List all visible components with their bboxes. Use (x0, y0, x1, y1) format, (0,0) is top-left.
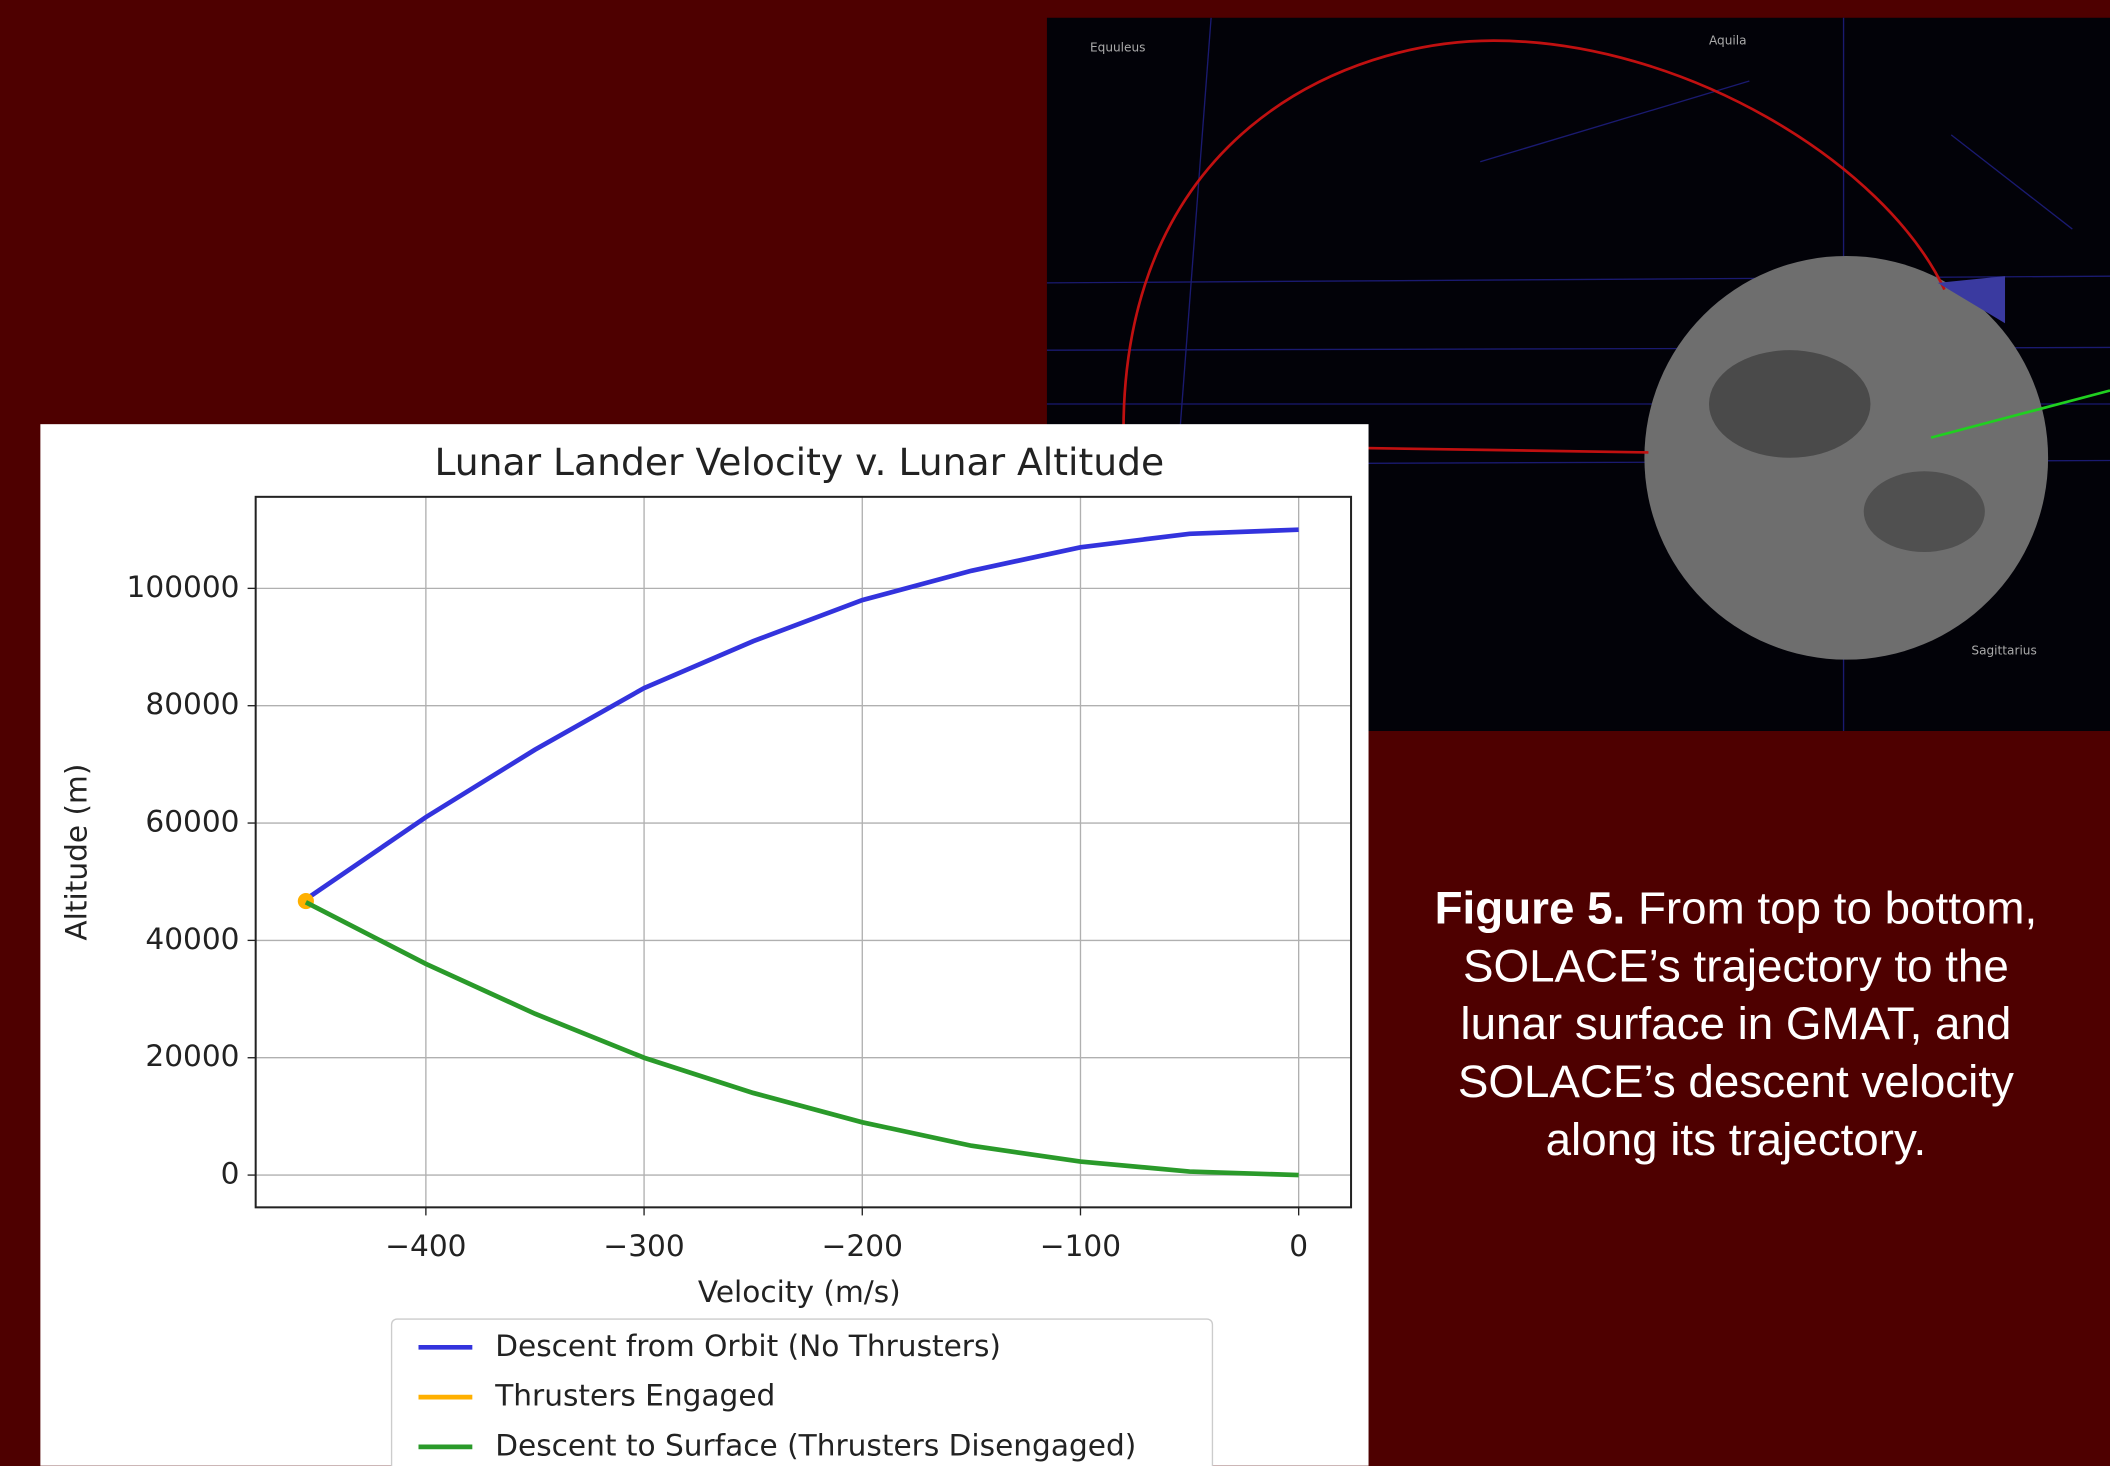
x-tick-label: 0 (1289, 1229, 1308, 1263)
moon-mare (1709, 350, 1870, 458)
moon-mare (1864, 471, 1985, 552)
legend-label: Thrusters Engaged (494, 1379, 775, 1413)
caption-line: Figure 5. From top to bottom, (1435, 882, 2038, 933)
caption-text: From top to bottom, (1638, 882, 2037, 933)
caption-line: lunar surface in GMAT, and (1460, 998, 2011, 1049)
chart-panel (40, 424, 1368, 1466)
y-tick-label: 80000 (145, 687, 239, 721)
chart-title: Lunar Lander Velocity v. Lunar Altitude (434, 440, 1164, 484)
y-axis-label: Altitude (m) (60, 764, 94, 941)
caption-line: SOLACE’s descent velocity (1458, 1056, 2014, 1107)
y-tick-label: 20000 (145, 1039, 239, 1073)
caption-line: along its trajectory. (1546, 1114, 1927, 1165)
x-tick-label: −300 (603, 1229, 684, 1263)
chart: Lunar Lander Velocity v. Lunar Altitude … (40, 424, 1368, 1466)
y-tick-label: 0 (221, 1157, 240, 1191)
legend-label: Descent from Orbit (No Thrusters) (495, 1329, 1001, 1363)
constellation-label: Aquila (1709, 34, 1747, 48)
page: Equuleus Aquila Sagittarius Lunar Lander… (0, 0, 2110, 1466)
caption-label: Figure 5. (1435, 882, 1626, 933)
x-tick-label: −400 (385, 1229, 466, 1263)
constellation-label: Sagittarius (1971, 643, 2036, 657)
moon (1644, 256, 2048, 660)
slide: Equuleus Aquila Sagittarius Lunar Lander… (0, 0, 2110, 1466)
y-tick-label: 100000 (127, 570, 240, 604)
y-tick-label: 40000 (145, 922, 239, 956)
caption-line: SOLACE’s trajectory to the (1463, 940, 2009, 991)
y-tick-label: 60000 (145, 805, 239, 839)
x-tick-label: −100 (1040, 1229, 1121, 1263)
x-tick-label: −200 (822, 1229, 903, 1263)
legend-label: Descent to Surface (Thrusters Disengaged… (495, 1428, 1136, 1462)
constellation-label: Equuleus (1090, 40, 1145, 54)
x-axis-label: Velocity (m/s) (698, 1275, 901, 1309)
